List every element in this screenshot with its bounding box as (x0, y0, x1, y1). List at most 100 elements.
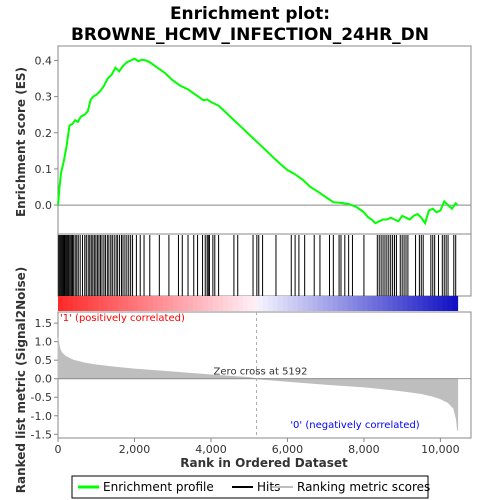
metric-y-tick-label: 0.5 (35, 354, 53, 367)
metric-x-tick-label: 10,000 (421, 443, 460, 456)
es-y-tick-label: 0.3 (35, 91, 53, 104)
es-y-tick-label: 0.0 (35, 199, 53, 212)
rank-color-segment (77, 296, 84, 311)
rank-color-segment (207, 296, 214, 311)
rank-color-segment (337, 296, 344, 311)
metric-y-tick-label: -1.5 (31, 428, 52, 441)
metric-x-tick-label: 4,000 (195, 443, 227, 456)
rank-color-segment (292, 296, 299, 311)
rank-color-segment (82, 296, 89, 311)
es-y-axis: 0.0 0.1 0.2 0.3 0.4 (35, 54, 58, 212)
rank-color-segment (452, 296, 459, 311)
rank-color-segment (237, 296, 244, 311)
metric-y-tick-label: -0.5 (31, 391, 52, 404)
zero-cross-label: Zero cross at 5192 (214, 367, 308, 378)
es-y-tick-label: 0.4 (35, 54, 53, 67)
rank-color-segment (277, 296, 284, 311)
metric-x-axis: 0 2,000 4,000 6,000 8,000 10,000 (55, 438, 460, 456)
legend-metric-label: Ranking metric scores (297, 480, 430, 494)
rank-color-segment (377, 296, 384, 311)
metric-x-tick-label: 6,000 (272, 443, 304, 456)
legend: Enrichment profile Hits Ranking metric s… (71, 475, 430, 499)
rank-color-segment (302, 296, 309, 311)
rank-color-segment (322, 296, 329, 311)
chart-title-line2: BROWNE_HCMV_INFECTION_24HR_DN (71, 25, 429, 45)
rank-color-segment (447, 296, 454, 311)
rank-color-segment (287, 296, 294, 311)
rank-color-segment (362, 296, 369, 311)
rank-color-segment (192, 296, 199, 311)
rank-color-segment (242, 296, 249, 311)
metric-y-tick-label: 0.0 (35, 373, 53, 386)
rank-color-segment (372, 296, 379, 311)
rank-color-segment (437, 296, 444, 311)
rank-color-segment (102, 296, 109, 311)
chart-title-line1: Enrichment plot: (170, 4, 330, 24)
rank-color-segment (317, 296, 324, 311)
es-y-tick-label: 0.2 (35, 127, 53, 140)
rank-color-segment (387, 296, 394, 311)
rank-color-segment (432, 296, 439, 311)
metric-y-axis: -1.5 -1.0 -0.5 0.0 0.5 1.0 1.5 (31, 317, 58, 441)
rank-color-segment (67, 296, 74, 311)
rank-color-segment (272, 296, 279, 311)
rank-color-segment (402, 296, 409, 311)
rank-color-segment (307, 296, 314, 311)
rank-color-segment (222, 296, 229, 311)
rank-color-segment (252, 296, 259, 311)
rank-color-segment (397, 296, 404, 311)
rank-color-segment (297, 296, 304, 311)
metric-y-tick-label: 1.0 (35, 336, 53, 349)
rank-color-segment (407, 296, 414, 311)
rank-color-segment (197, 296, 204, 311)
rank-color-segment (187, 296, 194, 311)
metric-x-tick-label: 2,000 (119, 443, 151, 456)
rank-color-segment (62, 296, 69, 311)
rank-color-segment (152, 296, 159, 311)
rank-color-segment (97, 296, 104, 311)
rank-color-segment (417, 296, 424, 311)
rank-color-segment (167, 296, 174, 311)
es-y-tick-label: 0.1 (35, 163, 53, 176)
rank-color-segment (392, 296, 399, 311)
rank-color-segment (312, 296, 319, 311)
rank-color-segment (142, 296, 149, 311)
es-panel-frame (57, 45, 472, 235)
rank-color-segment (332, 296, 339, 311)
metric-x-tick-label: 8,000 (348, 443, 380, 456)
rank-color-segment (162, 296, 169, 311)
rank-color-segment (127, 296, 134, 311)
rank-color-segment (212, 296, 219, 311)
hits-lines (58, 235, 457, 296)
rank-color-segment (137, 296, 144, 311)
rank-color-segment (357, 296, 364, 311)
metric-y-tick-label: 1.5 (35, 317, 53, 330)
rank-color-segment (117, 296, 124, 311)
rank-color-segment (58, 296, 64, 311)
legend-enrichment-label: Enrichment profile (103, 480, 214, 494)
rank-color-segment (442, 296, 449, 311)
rank-color-segment (107, 296, 114, 311)
metric-y-axis-label: Ranked list metric (Signal2Noise) (14, 267, 28, 494)
metric-x-tick-label: 0 (55, 443, 62, 456)
rank-color-segment (367, 296, 374, 311)
rank-color-segment (87, 296, 94, 311)
rank-color-segment (257, 296, 264, 311)
rank-color-segment (72, 296, 79, 311)
rank-color-segment (157, 296, 164, 311)
rank-color-segment (182, 296, 189, 311)
rank-color-segment (352, 296, 359, 311)
rank-color-segment (347, 296, 354, 311)
rank-color-segment (177, 296, 184, 311)
rank-color-segment (112, 296, 119, 311)
rank-color-segment (172, 296, 179, 311)
legend-hits-label: Hits (257, 480, 280, 494)
metric-y-tick-label: -1.0 (31, 410, 52, 423)
positive-correlation-label: '1' (positively correlated) (60, 313, 185, 324)
rank-color-segment (92, 296, 99, 311)
negative-correlation-label: '0' (negatively correlated) (290, 420, 419, 431)
es-y-axis-label: Enrichment score (ES) (14, 67, 28, 217)
rank-color-segment (217, 296, 224, 311)
rank-color-segment (227, 296, 234, 311)
